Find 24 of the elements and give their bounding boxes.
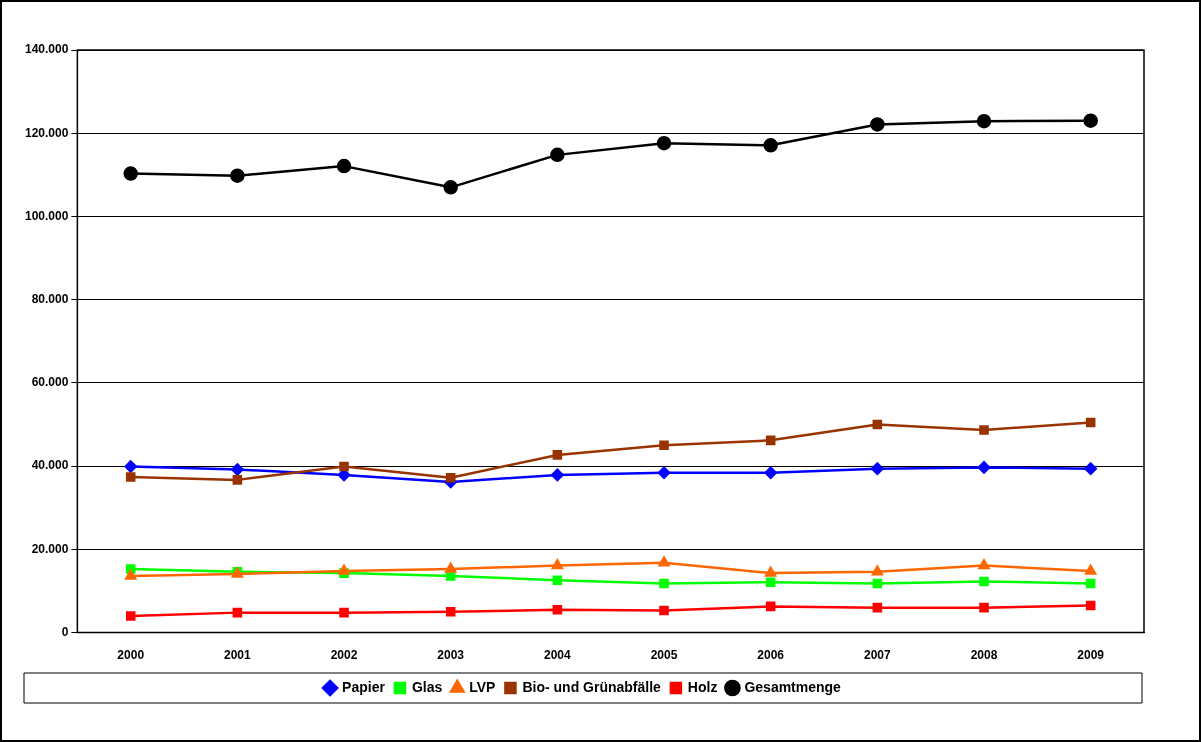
legend-label: Holz [687, 678, 718, 695]
y-tick-label: 120.000 [24, 125, 69, 140]
y-tick-label: 140.000 [24, 42, 69, 57]
y-tick-label: 0 [61, 624, 69, 639]
y-tick-label: 80.000 [31, 292, 69, 306]
x-tick-label: 2005 [650, 648, 678, 663]
x-tick-label: 2008 [970, 648, 998, 663]
x-tick-label: 2000 [117, 648, 145, 663]
x-tick-label: 2007 [863, 648, 892, 663]
x-tick-label: 2003 [437, 648, 465, 663]
x-tick-label: 2006 [757, 648, 785, 663]
y-tick-label: 100.000 [24, 208, 69, 223]
y-tick-label: 60.000 [31, 375, 69, 390]
legend-label: LVP [469, 678, 496, 695]
x-tick-label: 2004 [544, 648, 572, 663]
legend-label: Bio- und Grünabfälle [522, 678, 662, 695]
legend-label: Gesamtmenge [744, 678, 842, 695]
legend-label: Papier [342, 678, 386, 695]
legend-label: Glas [411, 678, 443, 695]
x-tick-label: 2009 [1077, 648, 1105, 663]
y-tick-label: 40.000 [31, 458, 69, 473]
x-tick-label: 2002 [330, 648, 358, 663]
y-tick-label: 20.000 [31, 541, 69, 556]
x-tick-label: 2001 [224, 648, 252, 663]
